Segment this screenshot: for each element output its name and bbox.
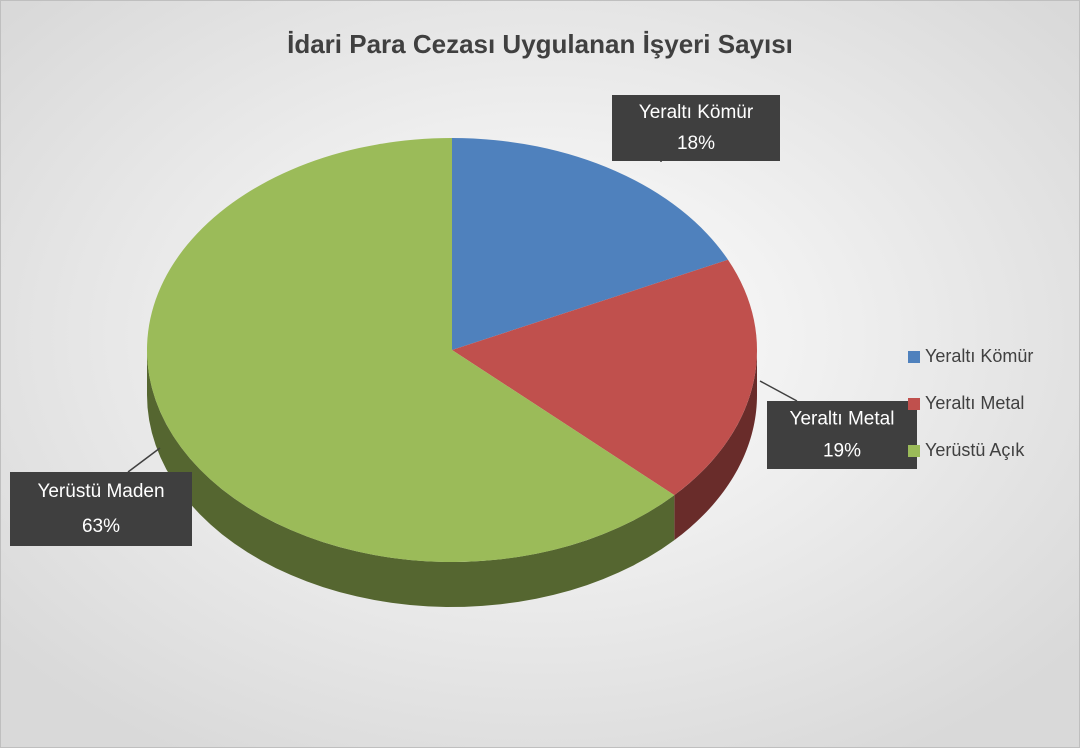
data-label-name: Yeraltı Metal: [790, 408, 895, 429]
data-label-value: 63%: [82, 516, 120, 537]
legend-swatch: [908, 445, 920, 457]
data-label-value: 19%: [823, 440, 861, 461]
slice-side: [147, 350, 675, 607]
data-label-box: [612, 95, 780, 161]
leader-line: [127, 447, 161, 473]
legend-swatch: [908, 398, 920, 410]
leader-line: [759, 380, 798, 402]
slice: [452, 259, 757, 496]
data-label-name: Yeraltı Kömür: [639, 102, 754, 123]
data-label-box: [10, 472, 192, 546]
data-label-name: Yerüstü Maden: [37, 481, 164, 502]
legend-swatch: [908, 351, 920, 363]
data-label-value: 18%: [677, 133, 715, 154]
slice: [452, 138, 728, 350]
data-label-box: [767, 401, 917, 469]
slice-side: [674, 350, 757, 541]
chart-title: İdari Para Cezası Uygulanan İşyeri Sayıs…: [287, 29, 793, 59]
legend-label: Yeraltı Metal: [925, 393, 1024, 413]
legend-label: Yeraltı Kömür: [925, 346, 1033, 366]
legend-label: Yerüstü Açık: [925, 440, 1025, 460]
slice: [147, 138, 675, 562]
